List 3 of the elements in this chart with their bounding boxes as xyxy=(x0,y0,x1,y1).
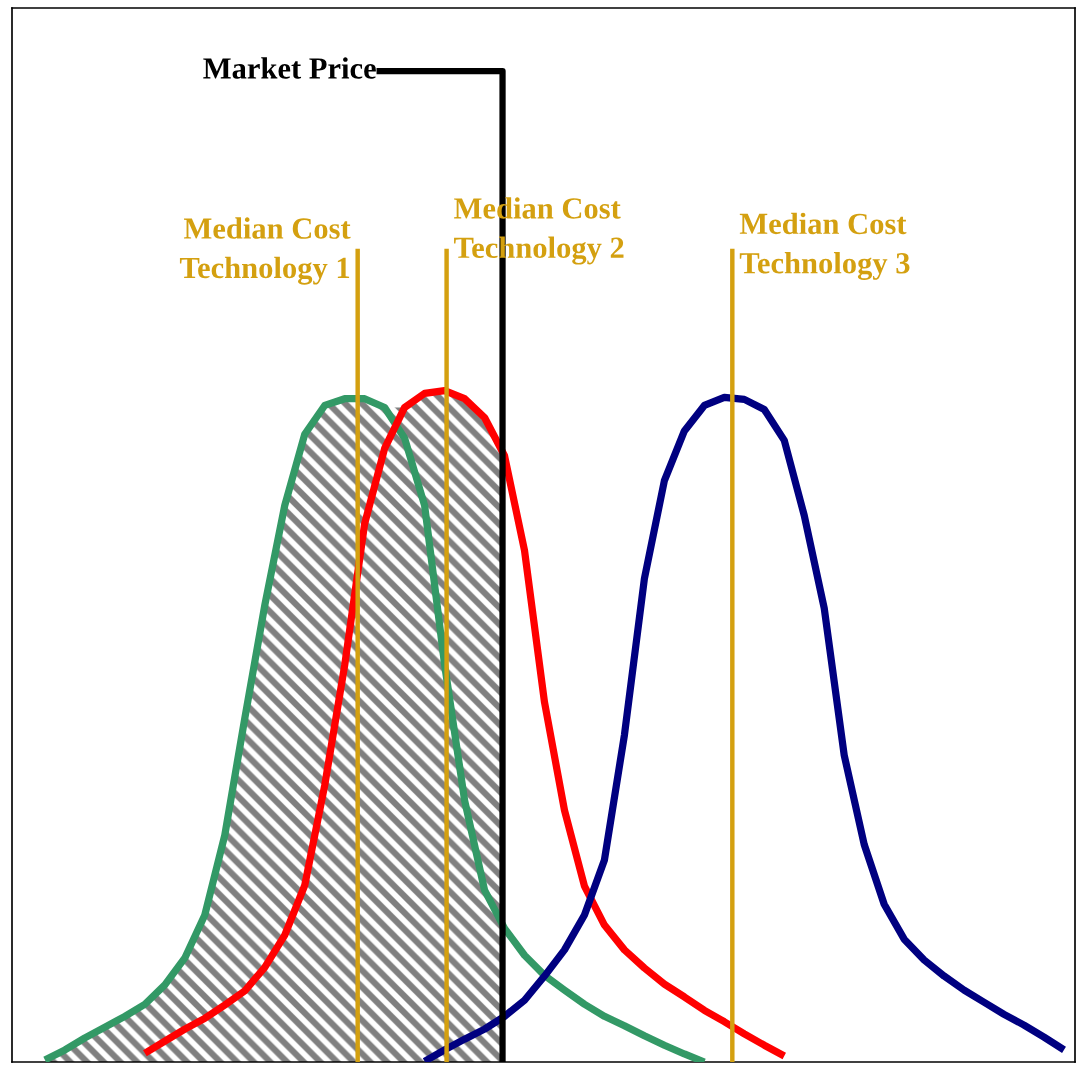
text: Median Cost Technology 1 xyxy=(179,217,351,285)
text: Median Cost Technology 3 xyxy=(739,212,910,280)
text: Market Price xyxy=(203,57,376,79)
